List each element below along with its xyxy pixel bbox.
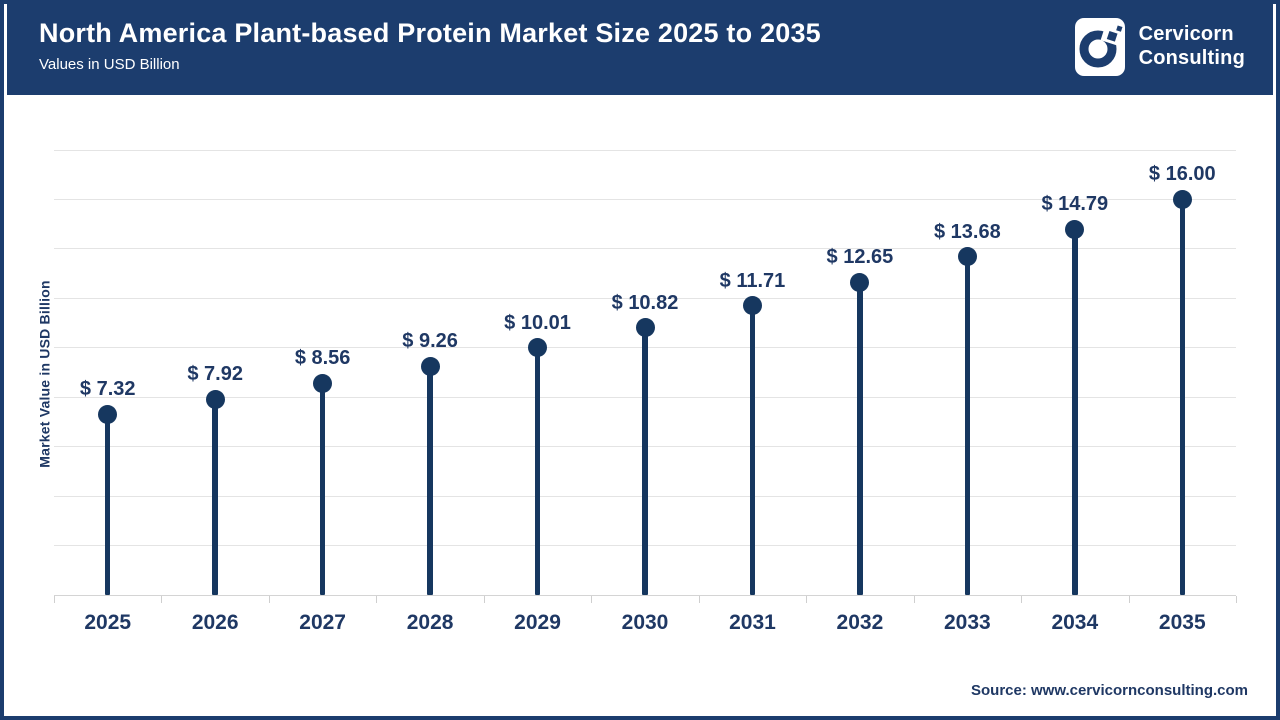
data-point-value-label: $ 14.79 <box>1041 193 1109 216</box>
data-point-marker <box>205 389 225 409</box>
logo-wordmark: Cervicorn Consulting <box>1139 23 1245 70</box>
cervicorn-logo-icon <box>1074 18 1125 76</box>
data-point-value-label: $ 9.26 <box>402 330 458 353</box>
data-point-value-label: $ 13.68 <box>933 220 1001 243</box>
lollipop-stem <box>104 414 111 595</box>
y-axis-title: Market Value in USD Billion <box>37 279 54 468</box>
data-point-marker <box>850 272 870 292</box>
x-axis-tick-label: 2031 <box>729 611 776 634</box>
x-axis-tick <box>698 596 700 603</box>
x-axis-tick-label: 2027 <box>299 611 346 634</box>
data-point-value-label: $ 7.92 <box>187 363 243 386</box>
lollipop-stem <box>1179 199 1186 595</box>
lollipop-stem <box>534 347 541 595</box>
data-point-marker <box>420 356 440 376</box>
data-point-value-label: $ 16.00 <box>1148 163 1216 186</box>
x-axis-tick <box>806 596 808 603</box>
x-axis-tick <box>161 596 163 603</box>
data-point-value-label: $ 10.82 <box>611 291 679 314</box>
lollipop-stem <box>964 256 971 595</box>
data-point-marker <box>98 404 118 424</box>
x-axis-tick-label: 2033 <box>944 611 991 634</box>
lollipop-stem <box>749 305 756 595</box>
x-axis-tick-label: 2035 <box>1158 611 1206 634</box>
header-band: North America Plant-based Protein Market… <box>7 4 1273 95</box>
x-axis-tick <box>483 596 485 603</box>
x-axis-tick <box>376 596 378 603</box>
lollipop-stem <box>1072 229 1078 595</box>
x-axis-tick <box>268 596 270 603</box>
data-point-marker <box>313 373 333 393</box>
x-axis-tick <box>1021 596 1023 603</box>
data-point-value-label: $ 7.32 <box>79 378 136 401</box>
gridline <box>54 149 1236 151</box>
lollipop-stem <box>319 383 326 595</box>
x-axis-tick-label: 2029 <box>514 611 561 634</box>
page-subtitle: Values in USD Billion <box>39 56 180 73</box>
data-point-marker <box>1172 189 1192 209</box>
x-axis-tick-label: 2026 <box>191 611 239 634</box>
page-title: North America Plant-based Protein Market… <box>39 18 821 48</box>
data-point-marker <box>957 247 977 267</box>
x-axis-tick-label: 2032 <box>836 611 884 634</box>
plot-area: $ 7.32 2025 $ 7.92 2026 $ 8.56 2027 $ 9.26 2028… <box>54 149 1237 634</box>
data-point-value-label: $ 11.71 <box>719 269 786 292</box>
data-point-value-label: $ 10.01 <box>504 311 571 334</box>
x-axis-tick <box>1236 596 1237 603</box>
x-axis-tick-label: 2030 <box>621 611 669 634</box>
data-point-marker <box>742 296 762 316</box>
company-logo: Cervicorn Consulting <box>1074 18 1245 76</box>
lollipop-stem <box>642 327 648 595</box>
data-point-marker <box>1065 219 1085 239</box>
data-point-marker <box>528 338 548 358</box>
source-credit: Source: www.cervicornconsulting.com <box>970 682 1248 699</box>
data-point-value-label: $ 12.65 <box>826 246 894 269</box>
x-axis-tick-label: 2034 <box>1051 611 1099 634</box>
x-axis-tick <box>591 596 593 603</box>
lollipop-stem <box>857 282 863 595</box>
x-axis-tick-label: 2025 <box>84 611 132 634</box>
x-axis-tick <box>913 596 915 603</box>
logo-line1: Cervicorn <box>1138 23 1234 46</box>
header-text: North America Plant-based Protein Market… <box>39 18 821 73</box>
x-axis-tick-label: 2028 <box>406 611 454 634</box>
data-point-marker <box>635 318 655 338</box>
gridline <box>54 297 1236 299</box>
lollipop-stem <box>212 399 218 595</box>
logo-line2: Consulting <box>1138 47 1245 69</box>
x-axis-tick <box>1128 596 1130 603</box>
data-point-value-label: $ 8.56 <box>294 347 351 370</box>
x-axis-tick <box>54 596 55 603</box>
gridline <box>54 198 1236 200</box>
gridline <box>54 248 1236 250</box>
lollipop-stem <box>427 366 433 595</box>
